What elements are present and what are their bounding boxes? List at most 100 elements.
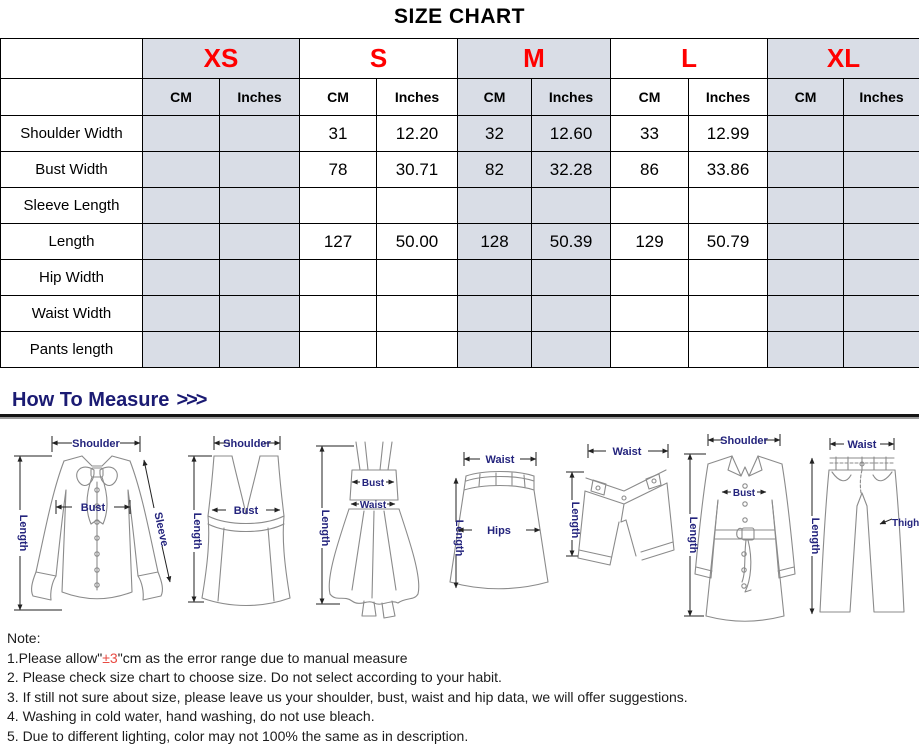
waist-dim: Waist [463,452,537,466]
value-cell: 82 [457,151,532,188]
value-cell: 50.00 [376,223,458,260]
value-cell: 128 [457,223,532,260]
note-line-5: 5. Due to different lighting, color may … [7,727,469,744]
value-cell [142,259,220,296]
row-label: Shoulder Width [0,115,143,152]
value-cell: 50.79 [688,223,769,260]
coat-figure: Shoulder Length Bust [684,434,796,622]
length-dim-label: Length [319,510,331,547]
value-cell [843,259,919,296]
value-cell [610,331,690,368]
value-cell [219,223,300,260]
value-cell: 50.39 [530,223,612,260]
waist-dim: Waist [350,500,396,511]
row-label: Length [0,223,143,260]
value-cell: 33.86 [688,151,769,188]
size-header-row: XS S M L XL [0,38,919,79]
table-body: Shoulder Width 31 12.20 32 12.60 33 12.99 Bust … [0,115,919,368]
sleeve-dim-label: Sleeve [151,511,170,548]
table-head: XS S M L XL CM Inches CM Inches CM Inches CM Inches C… [0,38,919,116]
bust-dim: Bust [211,505,281,517]
value-cell [142,295,220,332]
unit-header-inches: Inches [530,78,612,116]
value-cell: 12.60 [530,115,612,152]
length-dim-label: Length [687,517,699,554]
length-dim: Length [188,455,212,603]
vest-figure: Shoulder Length Bust [188,436,291,607]
value-cell [219,115,300,152]
value-cell [843,295,919,332]
length-dim-label: Length [809,518,821,555]
bust-dim-label: Bust [362,478,385,489]
notes-heading: Note: [7,630,41,646]
value-cell [767,151,845,188]
value-cell [843,331,919,368]
blouse-drawing [31,455,163,601]
value-cell [767,331,845,368]
row-label: Bust Width [0,151,143,188]
length-dim: Length [14,455,62,611]
value-cell: 33 [610,115,690,152]
value-cell [530,331,612,368]
unit-header-cm: CM [299,78,377,116]
shoulder-dim: Shoulder [213,436,281,450]
value-cell [767,223,845,260]
value-cell [530,259,612,296]
value-cell [219,331,300,368]
unit-header-cm: CM [610,78,690,116]
coat-drawing [694,455,796,622]
length-dim-label: Length [191,513,203,550]
value-cell: 12.20 [376,115,458,152]
value-cell [688,295,769,332]
size-col-header-m: M [456,38,612,79]
value-cell [610,187,690,224]
unit-header-inches: Inches [688,78,769,116]
table-row: Length 127 50.00 128 50.39 129 50.79 [0,223,919,260]
corner-cell [0,38,143,79]
row-label: Pants length [0,331,143,368]
value-cell [843,151,919,188]
thigh-dim: Thigh [879,518,919,529]
value-cell [142,151,220,188]
value-cell [219,295,300,332]
value-cell [610,259,690,296]
hips-dim: Hips [457,525,541,537]
thigh-dim-label: Thigh [892,518,919,529]
table-row: Bust Width 78 30.71 82 32.28 86 33.86 [0,151,919,188]
value-cell [767,115,845,152]
divider-line [0,414,919,419]
size-chart-table: XS S M L XL CM Inches CM Inches CM Inches CM Inches C… [0,38,919,368]
value-cell [767,259,845,296]
value-cell: 31 [299,115,377,152]
unit-header-inches: Inches [376,78,458,116]
value-cell [219,151,300,188]
skirt-figure: Waist Length Hips [449,452,549,590]
pants-drawing [819,456,905,613]
table-row: Pants length [0,331,919,368]
how-to-measure-label: How To Measure [12,389,170,411]
skirt-drawing [449,471,549,590]
sleeve-dim: Sleeve [142,459,172,583]
page-title: SIZE CHART [394,5,525,28]
value-cell: 32 [457,115,532,152]
value-cell [376,187,458,224]
value-cell [457,259,532,296]
value-cell [530,187,612,224]
value-cell [142,115,220,152]
table-row: Waist Width [0,295,919,332]
error-range-value: ±3 [102,649,118,666]
value-cell [299,295,377,332]
value-cell: 129 [610,223,690,260]
value-cell [376,259,458,296]
value-cell [219,259,300,296]
value-cell [688,259,769,296]
value-cell [457,187,532,224]
value-cell [767,295,845,332]
shoulder-dim: Shoulder [51,436,141,452]
row-label: Waist Width [0,295,143,332]
value-cell: 127 [299,223,377,260]
value-cell [843,187,919,224]
value-cell [843,223,919,260]
note-line-4: 4. Washing in cold water, hand washing, … [7,708,375,724]
hips-dim-label: Hips [487,525,511,537]
